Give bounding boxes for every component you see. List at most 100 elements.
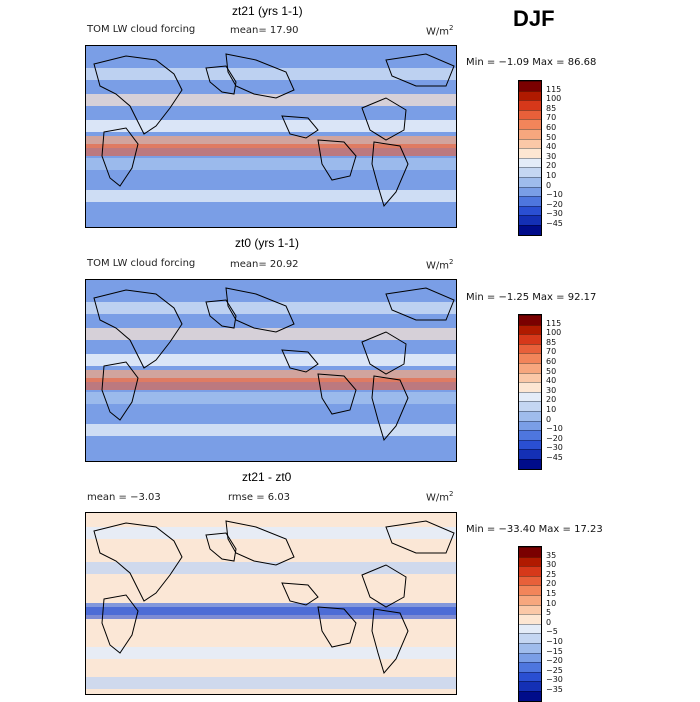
coastline xyxy=(385,287,455,321)
colorbar-tick-label: 5 xyxy=(546,608,552,618)
colorbar-swatch xyxy=(519,215,541,225)
coastline xyxy=(93,522,183,602)
colorbar-swatch xyxy=(519,594,541,605)
coastline xyxy=(281,115,319,139)
colorbar-swatch xyxy=(519,439,541,450)
colorbar-swatch xyxy=(519,128,541,139)
colorbar-tick-label: 85 xyxy=(546,337,557,347)
map-field-band xyxy=(86,144,456,156)
colorbar-swatch xyxy=(519,642,541,653)
colorbar-swatch xyxy=(519,148,541,158)
colorbar-swatch xyxy=(519,157,541,168)
map-field-band xyxy=(86,424,456,436)
panel-1-title: zt21 (yrs 1-1) xyxy=(232,4,303,18)
map-field-band xyxy=(86,94,456,106)
colorbar-tick-label: 10 xyxy=(546,598,557,608)
colorbar-swatch xyxy=(519,372,541,383)
coastline xyxy=(101,361,139,421)
colorbar-swatch xyxy=(519,410,541,421)
coastline xyxy=(205,65,237,95)
coastline xyxy=(317,373,357,415)
colorbar-tick-label: 20 xyxy=(546,161,557,171)
colorbar-tick-label: 25 xyxy=(546,569,557,579)
coastline xyxy=(385,520,455,554)
coastline xyxy=(101,594,139,654)
map-field-band xyxy=(86,354,456,366)
panel-1-map xyxy=(85,45,457,228)
colorbar-swatch xyxy=(519,324,541,335)
panel-2-title: zt0 (yrs 1-1) xyxy=(235,236,300,250)
colorbar-swatch xyxy=(519,186,541,197)
coastline xyxy=(317,139,357,181)
colorbar-swatch xyxy=(519,382,541,392)
colorbar-swatch xyxy=(519,458,541,469)
colorbar-tick-label: −10 xyxy=(546,424,563,434)
colorbar-tick-label: −5 xyxy=(546,627,558,637)
colorbar-tick-label: 50 xyxy=(546,132,557,142)
coastline xyxy=(371,141,409,208)
panel-3-title: zt21 - zt0 xyxy=(242,470,292,484)
colorbar-swatch xyxy=(519,420,541,431)
map-field-band xyxy=(86,607,456,619)
colorbar-tick-label: 100 xyxy=(546,94,562,104)
colorbar-tick-label: 10 xyxy=(546,171,557,180)
coastline xyxy=(371,608,409,675)
colorbar-tick-label: −30 xyxy=(546,443,563,453)
coastline xyxy=(205,299,237,329)
colorbar-swatch xyxy=(519,119,541,129)
colorbar-swatch xyxy=(519,224,541,235)
coastline xyxy=(361,97,407,141)
map-field-band xyxy=(86,120,456,132)
colorbar-tick-label: 40 xyxy=(546,142,557,152)
colorbar-swatch xyxy=(519,547,541,557)
colorbar-swatch xyxy=(519,100,541,110)
colorbar-tick-label: −15 xyxy=(546,646,563,656)
colorbar-swatch xyxy=(519,681,541,691)
colorbar-swatch xyxy=(519,167,541,177)
panel-2-minmax: Min = −1.25 Max = 92.17 xyxy=(466,292,597,303)
colorbar-tick-label: 115 xyxy=(546,84,562,94)
coastline xyxy=(205,532,237,562)
colorbar-swatch xyxy=(519,585,541,595)
coastline xyxy=(281,582,319,606)
coastline xyxy=(93,55,183,135)
colorbar-tick-label: −45 xyxy=(546,453,563,462)
map-field-band xyxy=(86,392,456,404)
colorbar-swatch xyxy=(519,176,541,187)
map-field-band xyxy=(86,158,456,170)
colorbar-swatch xyxy=(519,315,541,325)
colorbar-tick-label: 60 xyxy=(546,123,557,132)
panel-2-colorbar xyxy=(518,314,542,470)
colorbar-tick-label: 20 xyxy=(546,579,557,589)
map-field-band xyxy=(86,328,456,340)
colorbar-tick-label: 30 xyxy=(546,560,557,570)
colorbar-tick-label: 20 xyxy=(546,395,557,405)
colorbar-tick-label: −20 xyxy=(546,433,563,443)
panel-1-minmax: Min = −1.09 Max = 86.68 xyxy=(466,57,597,68)
map-field-band xyxy=(86,647,456,659)
colorbar-tick-label: 30 xyxy=(546,385,557,395)
map-field-band xyxy=(86,302,456,314)
map-field-band xyxy=(86,677,456,689)
colorbar-swatch xyxy=(519,449,541,459)
colorbar-swatch xyxy=(519,614,541,624)
colorbar-swatch xyxy=(519,556,541,567)
panel-2-variable-label: TOM LW cloud forcing xyxy=(87,258,196,269)
coastline xyxy=(101,127,139,187)
colorbar-swatch xyxy=(519,109,541,120)
map-field-band xyxy=(86,378,456,390)
panel-2-units: W/m2 xyxy=(426,258,454,272)
panel-1-mean: mean= 17.90 xyxy=(230,25,299,36)
colorbar-swatch xyxy=(519,90,541,101)
colorbar-swatch xyxy=(519,196,541,206)
colorbar-tick-label: −10 xyxy=(546,637,563,646)
colorbar-swatch xyxy=(519,690,541,701)
coastline xyxy=(317,606,357,648)
colorbar-swatch xyxy=(519,671,541,682)
colorbar-tick-label: 85 xyxy=(546,103,557,113)
panel-3-colorbar xyxy=(518,546,542,702)
colorbar-swatch xyxy=(519,334,541,344)
colorbar-tick-label: 70 xyxy=(546,347,557,357)
coastline xyxy=(361,331,407,375)
colorbar-tick-label: 50 xyxy=(546,366,557,376)
